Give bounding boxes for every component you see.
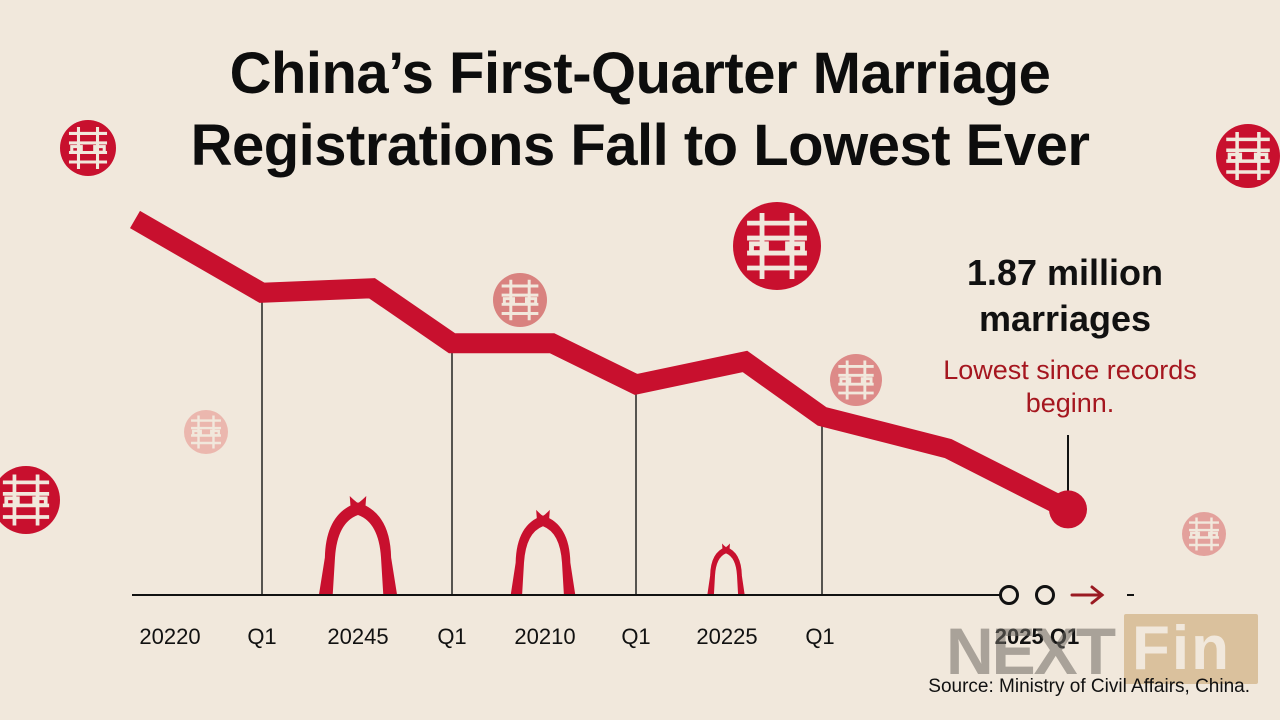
tick-label: 20245 xyxy=(327,624,388,649)
callout-value: 1.87 million marriages xyxy=(930,250,1200,342)
watermark-fin-box: Fin xyxy=(1124,614,1258,684)
tick-label: Q1 xyxy=(805,624,834,649)
callout-value-line-1: 1.87 million xyxy=(966,252,1164,293)
drop-lines xyxy=(261,292,823,595)
watermark-fin: Fin xyxy=(1132,614,1231,683)
axis-end-circle xyxy=(999,585,1019,605)
double-happiness-icon xyxy=(733,202,821,290)
callout-value-line-2: marriages xyxy=(978,298,1152,339)
tick-label: Q1 xyxy=(621,624,650,649)
double-happiness-icon xyxy=(1180,510,1228,558)
double-happiness-icon xyxy=(58,118,118,178)
end-tick-label: 2025 Q1 xyxy=(995,624,1079,649)
tick-labels: 20220 Q1 20245 Q1 20210 Q1 20225 Q1 xyxy=(139,624,834,649)
wedding-arch-icon xyxy=(510,509,576,595)
tick-label: Q1 xyxy=(437,624,466,649)
wedding-arch-icon xyxy=(318,496,398,595)
title-line-2: Registrations Fall to Lowest Ever xyxy=(190,113,1090,178)
callout-note-line-2: beginn. xyxy=(1025,388,1115,418)
wedding-arch-icon xyxy=(707,543,745,595)
chart-title: China’s First-Quarter Marriage Registrat… xyxy=(0,38,1280,182)
arrow-right-icon xyxy=(1070,585,1105,605)
double-happiness-icon xyxy=(1214,122,1280,190)
title-line-1: China’s First-Quarter Marriage xyxy=(229,41,1051,106)
double-happiness-icon xyxy=(828,352,884,408)
tick-label: 20225 xyxy=(696,624,757,649)
tick-label: Q1 xyxy=(247,624,276,649)
callout-note: Lowest since records beginn. xyxy=(910,354,1230,420)
callout-note-line-1: Lowest since records xyxy=(943,355,1197,385)
tick-label: 20220 xyxy=(139,624,200,649)
tick-label: 20210 xyxy=(514,624,575,649)
double-happiness-icon xyxy=(0,464,62,536)
double-happiness-icon xyxy=(491,271,549,329)
double-happiness-icon xyxy=(182,408,230,456)
axis-end-circle xyxy=(1035,585,1055,605)
endpoint-marker xyxy=(1049,490,1087,529)
series-line xyxy=(130,210,1073,519)
watermark-logo: NEXT Fin xyxy=(946,612,1258,686)
watermark-next: NEXT xyxy=(946,614,1116,688)
source-note: Source: Ministry of Civil Affairs, China… xyxy=(928,676,1250,697)
